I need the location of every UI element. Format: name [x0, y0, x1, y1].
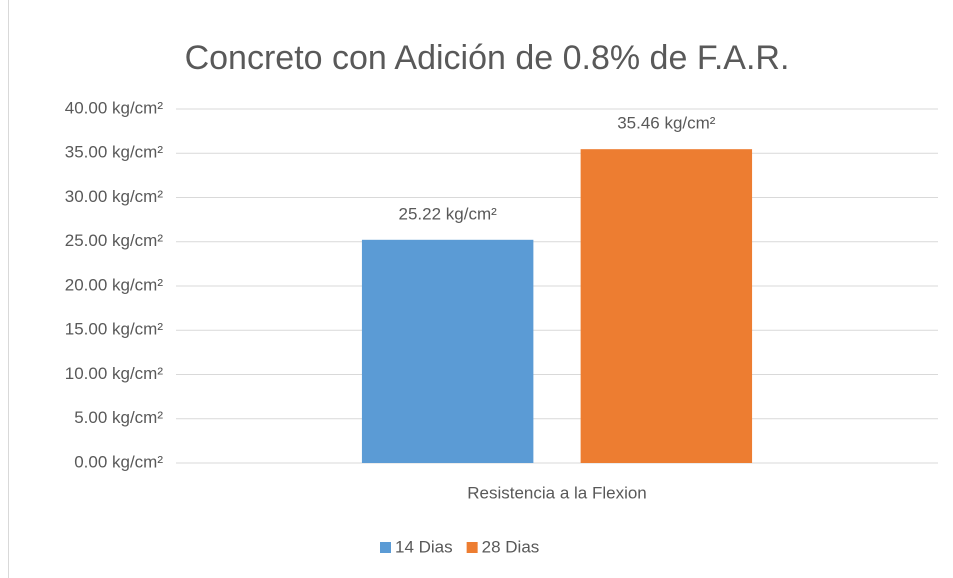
- y-tick-label: 40.00 kg/cm²: [65, 98, 164, 117]
- bar: [361, 239, 534, 463]
- data-label: 35.46 kg/cm²: [617, 114, 716, 133]
- chart-title: Concreto con Adición de 0.8% de F.A.R.: [185, 39, 790, 77]
- x-tick-label: Resistencia a la Flexion: [467, 483, 647, 502]
- data-label: 25.22 kg/cm²: [399, 204, 498, 223]
- legend-swatch: [466, 542, 478, 553]
- y-tick-label: 0.00 kg/cm²: [74, 452, 163, 471]
- bar: [580, 149, 753, 463]
- y-tick-label: 10.00 kg/cm²: [65, 364, 164, 383]
- y-tick-label: 35.00 kg/cm²: [65, 143, 164, 162]
- legend-label: 28 Dias: [482, 537, 540, 556]
- legend-swatch: [380, 542, 391, 553]
- y-tick-label: 5.00 kg/cm²: [74, 408, 163, 427]
- y-tick-label: 15.00 kg/cm²: [65, 320, 164, 339]
- y-tick-label: 20.00 kg/cm²: [65, 275, 164, 294]
- legend-label: 14 Dias: [395, 537, 453, 556]
- y-tick-label: 25.00 kg/cm²: [65, 231, 164, 250]
- y-tick-label: 30.00 kg/cm²: [65, 187, 164, 206]
